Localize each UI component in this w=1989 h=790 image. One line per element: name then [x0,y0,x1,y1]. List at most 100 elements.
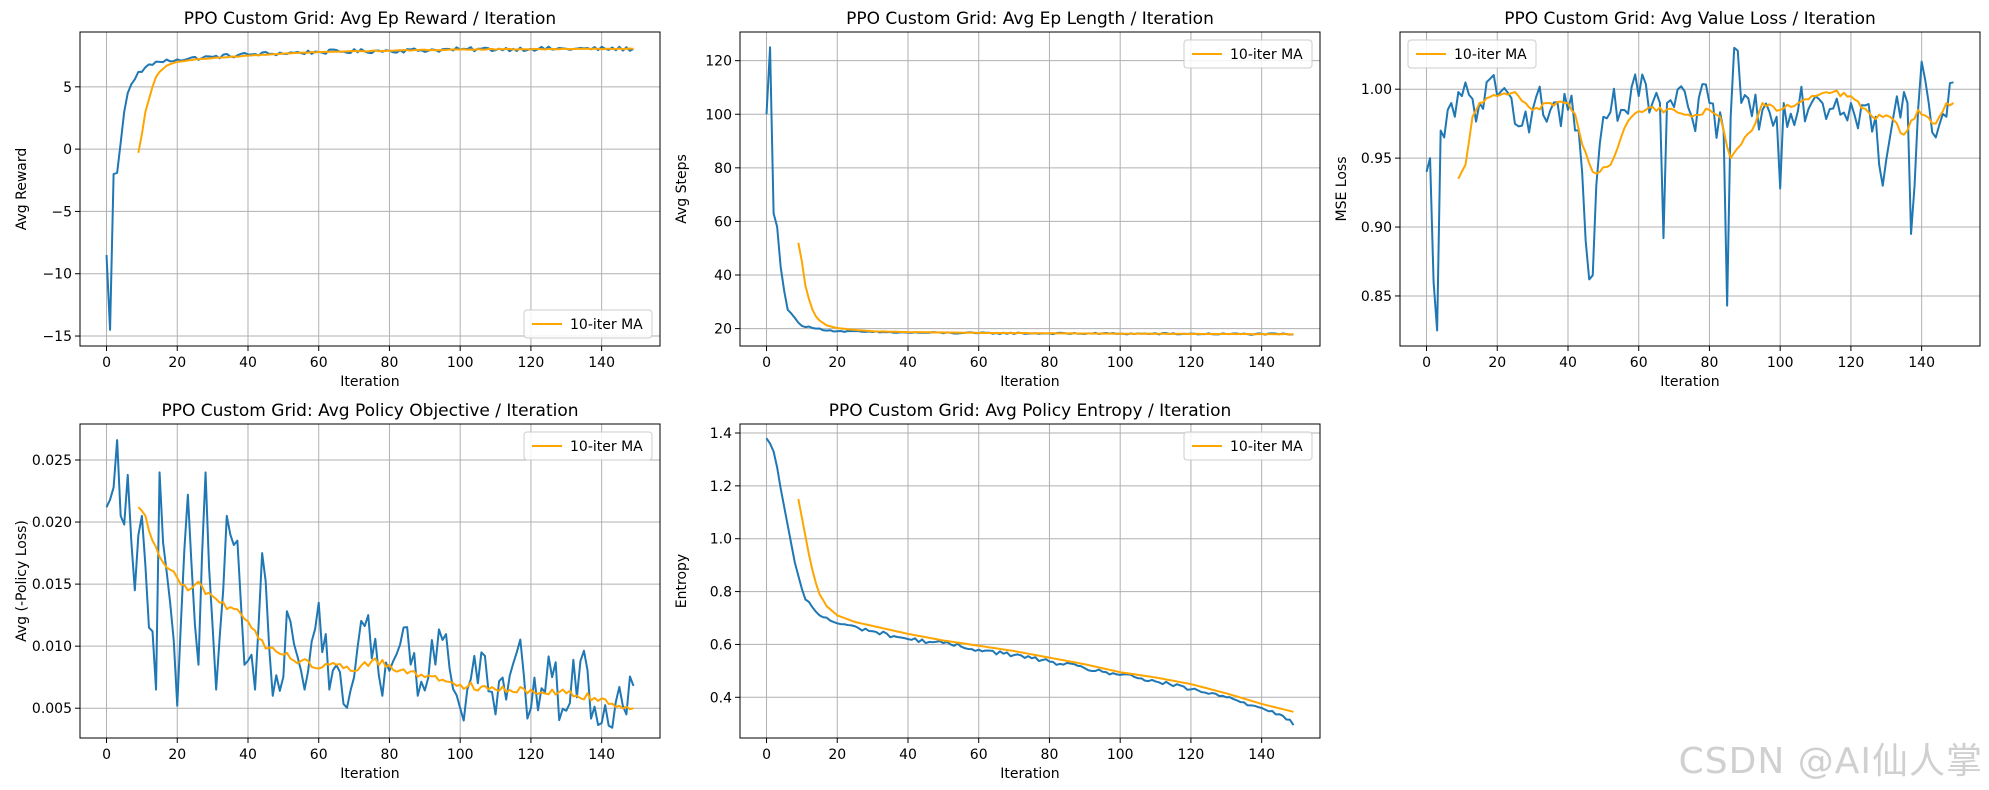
x-tick-label: 100 [447,355,474,371]
y-tick-label: 0.8 [710,585,732,601]
y-tick-label: 0.020 [32,515,72,531]
legend-label: 10-iter MA [1230,439,1303,455]
axes-frame [79,31,661,347]
raw-series-line [105,45,634,331]
x-tick-label: 100 [447,747,474,763]
chart-title: PPO Custom Grid: Avg Ep Reward / Iterati… [184,9,556,29]
x-tick-label: 60 [1630,355,1648,371]
y-tick-label: 120 [705,54,732,70]
legend: 10-iter MA [1407,39,1537,69]
moving-average-line [1457,89,1955,180]
chart-title: PPO Custom Grid: Avg Value Loss / Iterat… [1504,9,1876,29]
y-tick-label: 0.4 [710,690,732,706]
x-tick-label: 80 [381,747,399,763]
axes-frame [739,31,1321,347]
y-axis-label: Avg (-Policy Loss) [14,520,30,642]
x-tick-label: 60 [310,747,328,763]
chart-title: PPO Custom Grid: Avg Ep Length / Iterati… [846,9,1214,29]
y-tick-label: 0.010 [32,639,72,655]
x-tick-label: 40 [239,355,257,371]
y-tick-label: 5 [63,80,72,96]
y-tick-label: 0.005 [32,701,72,717]
x-tick-label: 120 [518,355,545,371]
y-tick-label: −10 [42,267,72,283]
chart-entropy: 0 20 40 60 80 100 120 140 0.4 0.6 0.8 1.0 1.2 1.4 PPO … [674,401,1321,782]
y-axis-label: Avg Reward [14,148,30,231]
x-axis-label: Iteration [1000,766,1059,782]
y-tick-label: 1.00 [1361,82,1392,98]
legend: 10-iter MA [1183,39,1313,69]
x-tick-label: 140 [1248,355,1275,371]
y-tick-label: 1.2 [710,479,732,495]
x-tick-label: 140 [588,355,615,371]
x-tick-label: 120 [1838,355,1865,371]
x-tick-label: 20 [168,747,186,763]
legend: 10-iter MA [523,309,653,339]
y-tick-label: 0 [63,142,72,158]
x-tick-label: 0 [1422,355,1431,371]
x-tick-label: 60 [310,355,328,371]
legend-label: 10-iter MA [570,317,643,333]
x-tick-label: 20 [828,355,846,371]
x-tick-label: 40 [1559,355,1577,371]
x-tick-label: 60 [970,747,988,763]
legend-box [1183,39,1313,69]
x-tick-label: 140 [1908,355,1935,371]
x-tick-label: 40 [899,747,917,763]
y-axis-label: MSE Loss [1334,157,1350,222]
x-tick-label: 40 [239,747,257,763]
moving-average-line [797,498,1294,713]
legend-label: 10-iter MA [1454,47,1527,63]
legend-box [523,309,653,339]
y-tick-label: 0.95 [1361,151,1392,167]
y-tick-label: 0.90 [1361,220,1392,236]
y-tick-label: 0.025 [32,453,72,469]
moving-average-line [137,506,634,711]
raw-series-line [1425,46,1954,332]
legend-box [1407,39,1537,69]
y-tick-label: 1.0 [710,532,732,548]
moving-average-line [797,242,1294,336]
x-tick-label: 20 [1488,355,1506,371]
y-axis-label: Avg Steps [674,154,690,224]
x-tick-label: 100 [1767,355,1794,371]
x-tick-label: 120 [1178,747,1205,763]
y-tick-label: 100 [705,107,732,123]
chart-policy_objective: 0 20 40 60 80 100 120 140 0.005 0.010 0.015 0.020 0.… [14,401,661,782]
x-tick-label: 140 [1248,747,1275,763]
x-axis-label: Iteration [340,766,399,782]
axes-frame [79,423,661,739]
x-tick-label: 80 [1701,355,1719,371]
y-tick-label: 40 [714,268,732,284]
y-tick-label: 60 [714,214,732,230]
chart-reward: 0 20 40 60 80 100 120 140 −15 −10 −5 0 5 PPO Custom G… [14,9,661,390]
y-tick-label: −5 [51,204,72,220]
x-tick-label: 0 [762,747,771,763]
moving-average-line [137,47,634,154]
chart-title: PPO Custom Grid: Avg Policy Entropy / It… [829,401,1232,421]
x-tick-label: 80 [1041,355,1059,371]
x-tick-label: 0 [762,355,771,371]
x-axis-label: Iteration [1660,374,1719,390]
y-tick-label: 0.015 [32,577,72,593]
x-axis-label: Iteration [340,374,399,390]
y-tick-label: 20 [714,322,732,338]
y-axis-label: Entropy [674,554,690,608]
y-tick-label: 80 [714,161,732,177]
legend-box [1183,431,1313,461]
x-tick-label: 120 [1178,355,1205,371]
axes-frame [739,423,1321,739]
legend-label: 10-iter MA [1230,47,1303,63]
chart-title: PPO Custom Grid: Avg Policy Objective / … [161,401,578,421]
x-tick-label: 100 [1107,747,1134,763]
axes-frame [1399,31,1981,347]
x-axis-label: Iteration [1000,374,1059,390]
x-tick-label: 140 [588,747,615,763]
y-tick-label: 0.6 [710,637,732,653]
chart-length: 0 20 40 60 80 100 120 140 20 40 60 80 100 120 PPO Cust… [674,9,1321,390]
legend: 10-iter MA [1183,431,1313,461]
y-tick-label: 1.4 [710,426,732,442]
watermark: CSDN @AI仙人掌 [1678,741,1983,782]
x-tick-label: 0 [102,747,111,763]
